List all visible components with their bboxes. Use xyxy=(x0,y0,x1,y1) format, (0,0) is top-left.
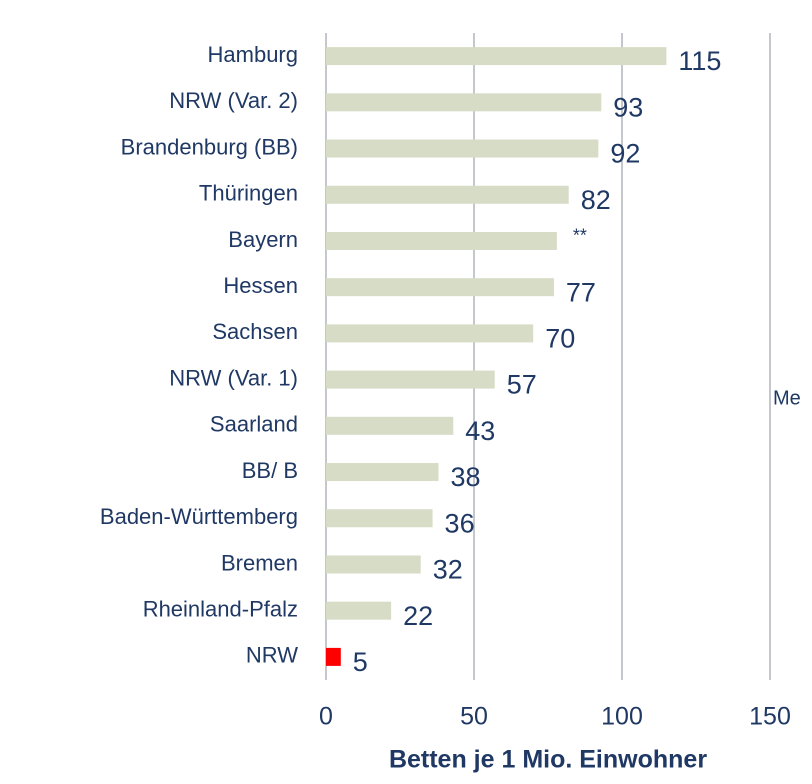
y-tick-label: Hamburg xyxy=(208,42,298,67)
x-axis-label: Betten je 1 Mio. Einwohner xyxy=(389,746,707,774)
bar xyxy=(326,47,667,66)
bar xyxy=(326,509,433,528)
bar xyxy=(326,278,554,297)
y-tick-label: BB/ B xyxy=(242,458,298,483)
value-label: 115 xyxy=(678,46,721,76)
bar xyxy=(326,601,392,620)
value-label: 82 xyxy=(581,185,611,215)
value-label: 70 xyxy=(545,324,575,354)
y-tick-label: NRW xyxy=(246,643,298,668)
bar xyxy=(326,185,569,204)
y-tick-label: Saarland xyxy=(210,412,298,437)
y-tick-label: Bayern xyxy=(228,227,298,252)
bar xyxy=(326,416,454,435)
y-tick-label: Hessen xyxy=(223,273,298,298)
x-tick-label: 0 xyxy=(319,703,333,731)
y-tick-label: Bremen xyxy=(221,550,298,575)
bar xyxy=(326,139,599,158)
value-label: 92 xyxy=(610,139,640,169)
bar xyxy=(326,324,534,343)
y-tick-label: Brandenburg (BB) xyxy=(121,134,298,159)
value-label: 22 xyxy=(403,601,433,631)
y-tick-label: Thüringen xyxy=(199,181,298,206)
value-label: 32 xyxy=(433,555,463,585)
y-tick-label: NRW (Var. 2) xyxy=(169,88,298,113)
value-label: ** xyxy=(573,226,587,246)
value-label: 93 xyxy=(613,92,643,122)
bar xyxy=(326,647,341,666)
annotation: Me xyxy=(773,387,801,409)
bar xyxy=(326,463,439,482)
value-label: 77 xyxy=(566,277,596,307)
bar xyxy=(326,370,495,389)
bar xyxy=(326,93,602,112)
y-tick-label: Sachsen xyxy=(212,319,298,344)
bar xyxy=(326,555,421,574)
x-tick-label: 50 xyxy=(460,703,488,731)
y-tick-label: Baden-Württemberg xyxy=(100,504,298,529)
y-tick-label: NRW (Var. 1) xyxy=(169,365,298,390)
y-tick-label: Rheinland-Pfalz xyxy=(143,596,298,621)
x-tick-label: 150 xyxy=(749,703,791,731)
value-label: 38 xyxy=(450,462,480,492)
x-tick-label: 100 xyxy=(601,703,643,731)
value-label: 36 xyxy=(445,508,475,538)
bar xyxy=(326,231,557,250)
value-label: 5 xyxy=(353,647,368,677)
value-label: 57 xyxy=(507,370,537,400)
value-label: 43 xyxy=(465,416,495,446)
